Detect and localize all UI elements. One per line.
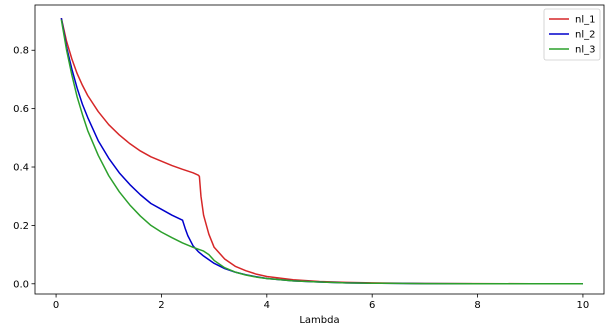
x-tick-label: 8: [474, 300, 480, 311]
legend-box: [543, 8, 601, 61]
x-tick-label: 6: [369, 300, 375, 311]
y-tick-label: 0.0: [13, 279, 29, 290]
y-tick-label: 0.6: [13, 104, 29, 115]
x-tick-label: 2: [158, 300, 164, 311]
series-line-nl_3: [60, 19, 583, 285]
plot-area: [34, 4, 605, 295]
y-tick-label: 0.4: [13, 163, 29, 174]
y-axis-ticks: 0.0 0.2 0.4 0.6 0.8: [13, 46, 35, 290]
x-axis-label: Lambda: [299, 315, 339, 326]
legend-label-nl_2: nl_2: [575, 30, 595, 41]
series-layer: [60, 17, 583, 285]
x-tick-label: 4: [264, 300, 270, 311]
legend-label-nl_3: nl_3: [575, 45, 595, 56]
legend-label-nl_1: nl_1: [575, 15, 595, 26]
x-tick-label: 0: [53, 300, 59, 311]
x-axis-ticks: 0 2 4 6 8 10: [53, 294, 589, 311]
legend: nl_1 nl_2 nl_3: [543, 8, 601, 61]
x-tick-label: 10: [577, 300, 590, 311]
y-tick-label: 0.2: [13, 221, 29, 232]
y-tick-label: 0.8: [13, 46, 29, 57]
